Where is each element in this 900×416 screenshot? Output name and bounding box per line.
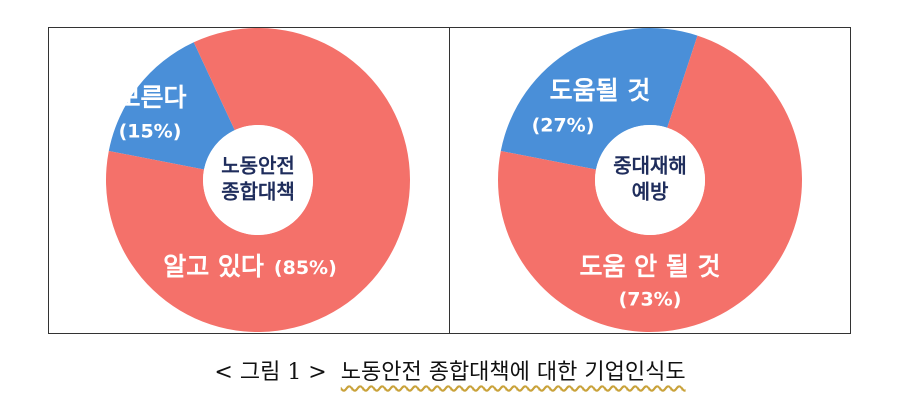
caption-label: < 그림 1 > bbox=[214, 360, 327, 385]
center-label: 예방 bbox=[632, 180, 669, 204]
category-label: 알고 있다 (85%) bbox=[163, 252, 337, 281]
donut-segment bbox=[108, 42, 235, 170]
donut-hole bbox=[203, 125, 313, 235]
donut-segment bbox=[105, 27, 411, 332]
donut-hole bbox=[595, 125, 705, 235]
donut-segment bbox=[498, 35, 802, 333]
value-label: (85%) bbox=[274, 257, 337, 279]
caption: < 그림 1 > 노동안전 종합대책에 대한 기업인식도 bbox=[0, 354, 900, 386]
value-label: (27%) bbox=[532, 115, 595, 137]
category-label: 모른다 bbox=[117, 83, 186, 112]
center-label: 노동안전 bbox=[221, 154, 295, 178]
value-label: (15%) bbox=[119, 121, 182, 143]
category-label: 도움 안 될 것 bbox=[579, 252, 720, 281]
category-name: 알고 있다 bbox=[163, 252, 264, 281]
caption-text: 노동안전 종합대책에 대한 기업인식도 bbox=[340, 360, 686, 385]
center-label: 중대재해 bbox=[613, 154, 687, 178]
center-label: 종합대책 bbox=[221, 180, 295, 204]
value-label: (73%) bbox=[619, 289, 682, 311]
category-label: 도움될 것 bbox=[550, 76, 651, 105]
donut-segment bbox=[500, 28, 698, 170]
